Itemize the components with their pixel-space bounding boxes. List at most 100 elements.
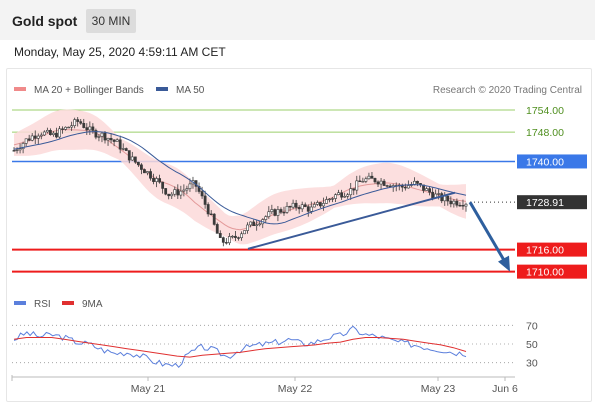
candle-body (152, 177, 155, 182)
x-tick-label: May 21 (131, 383, 166, 395)
candle-body (209, 213, 213, 216)
legend-label: MA 50 (176, 85, 205, 96)
candle-body (94, 130, 98, 138)
candle-body (379, 180, 383, 185)
candle-body (127, 150, 131, 161)
rsi-tick-label: 30 (526, 358, 538, 370)
support-label-box (517, 264, 587, 279)
candle-body (176, 189, 180, 196)
candle-body (318, 202, 322, 207)
candle-body (285, 206, 289, 213)
legend-swatch (156, 87, 168, 91)
candle-body (273, 209, 277, 216)
candle-body (455, 200, 459, 206)
candle-body (279, 209, 283, 213)
candle-body (173, 189, 177, 195)
candle-body (143, 169, 146, 174)
candle-body (221, 237, 225, 243)
candle-body (346, 194, 350, 197)
candle-body (33, 135, 37, 139)
candle-body (246, 224, 249, 231)
instrument-title: Gold spot (12, 13, 78, 29)
candle-body (464, 203, 468, 207)
candle-body (39, 134, 43, 137)
candle-body (136, 161, 140, 166)
x-tick-label: May 23 (421, 383, 456, 395)
candle-body (140, 164, 143, 170)
candle-body (252, 221, 256, 227)
last_price-label-box (517, 195, 587, 210)
candle-body (231, 235, 234, 238)
candle-body (294, 202, 298, 208)
candle-body (203, 195, 207, 205)
legend-swatch (14, 87, 26, 91)
candle-body (413, 180, 416, 185)
candle-body (309, 206, 313, 212)
candle-body (224, 242, 228, 244)
candle-body (306, 206, 310, 212)
candle-body (240, 233, 243, 239)
candle-body (334, 194, 337, 199)
pivot-label-box (517, 154, 587, 169)
candle-body (315, 202, 319, 205)
candle-body (164, 188, 168, 195)
candle-body (61, 128, 64, 130)
candle-body (416, 180, 419, 184)
candle-body (146, 171, 149, 174)
candle-body (88, 126, 92, 131)
candle-body (112, 139, 116, 142)
candle-body (443, 195, 447, 202)
candle-body (64, 126, 67, 130)
candle-body (155, 178, 158, 182)
candle-body (15, 149, 19, 152)
candle-body (243, 230, 246, 235)
candle-body (149, 171, 152, 179)
candle-body (267, 211, 271, 217)
candle-body (364, 178, 368, 182)
candle-body (406, 185, 410, 189)
candle-body (103, 132, 107, 141)
candle-body (52, 132, 55, 135)
candle-body (109, 137, 113, 141)
candle-body (106, 137, 110, 141)
candle-body (124, 148, 128, 151)
candle-body (79, 121, 83, 124)
rsi-legend-label: RSI (34, 299, 51, 310)
chart-panel (6, 68, 592, 402)
forecast-arrow-shaft (468, 201, 508, 265)
candle-body (121, 148, 125, 150)
candle-body (264, 216, 268, 220)
ma50-line (13, 131, 467, 225)
candle-body (385, 185, 389, 187)
candle-body (115, 139, 119, 142)
candle-body (370, 175, 374, 179)
candle-body (18, 148, 22, 151)
x-tick-label: May 22 (278, 383, 313, 395)
candle-body (276, 209, 280, 216)
candle-body (85, 127, 89, 131)
candle-body (215, 224, 219, 234)
timeframe-badge[interactable]: 30 MIN (86, 9, 136, 33)
candle-body (337, 192, 340, 195)
candle-body (70, 125, 74, 128)
candle-body (36, 135, 40, 139)
candle-body (452, 200, 456, 205)
candle-body (458, 204, 462, 207)
candle-body (352, 188, 356, 191)
candle-body (340, 192, 344, 198)
candle-body (24, 138, 28, 144)
last_price-label: 1728.91 (526, 197, 564, 209)
support-label: 1716.00 (526, 245, 564, 257)
candle-body (437, 193, 441, 195)
timestamp: Monday, May 25, 2020 4:59:11 AM CET (14, 45, 226, 59)
candle-body (179, 190, 183, 196)
candle-body (428, 188, 431, 193)
candle-body (288, 206, 292, 208)
candle-body (297, 207, 301, 210)
candle-body (55, 132, 58, 138)
candle-body (73, 119, 77, 127)
support-label: 1710.00 (526, 267, 564, 279)
candle-body (303, 204, 307, 207)
candle-body (367, 175, 371, 180)
